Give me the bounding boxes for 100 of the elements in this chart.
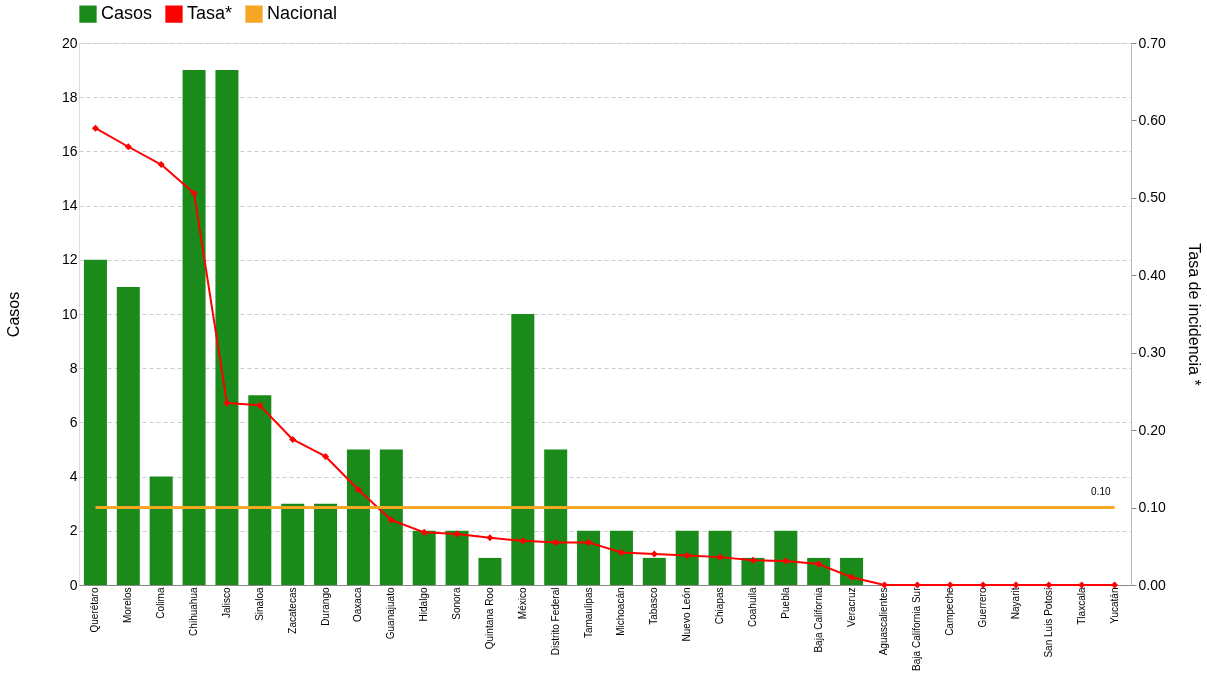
y-tick-label: 18 — [61, 88, 78, 105]
y-tick-label: 12 — [61, 251, 78, 268]
x-tick-label: Quintana Roo — [483, 587, 495, 650]
point — [289, 435, 297, 443]
bar — [445, 530, 469, 585]
bar — [544, 449, 568, 585]
bar — [807, 557, 831, 585]
y2-tick-label: 0.00 — [1138, 576, 1166, 593]
bar — [840, 557, 864, 585]
y2-tick-label: 0.20 — [1138, 421, 1166, 438]
y-tick-label: 6 — [69, 413, 78, 430]
x-tick-label: Tamaulipas — [582, 587, 594, 639]
y-axis-title: Casos — [4, 291, 22, 338]
y-tick-label: 14 — [61, 197, 78, 214]
point — [585, 538, 593, 546]
x-tick-label: Baja California — [812, 587, 824, 653]
point — [453, 530, 461, 538]
x-tick-label: Puebla — [779, 587, 791, 619]
bar — [116, 286, 140, 585]
bar — [642, 557, 666, 585]
bar — [774, 530, 798, 585]
x-tick-label: México — [516, 587, 528, 620]
bar — [215, 70, 239, 585]
point — [387, 516, 395, 524]
legend-label: Nacional — [267, 3, 338, 24]
bar — [149, 476, 173, 585]
point — [650, 550, 658, 558]
point — [322, 452, 330, 460]
y-tick-label: 4 — [69, 468, 78, 485]
x-tick-label: Coahuila — [746, 587, 758, 627]
bar — [741, 557, 765, 585]
point — [91, 124, 99, 132]
point — [848, 573, 856, 581]
x-tick-label: Colima — [155, 587, 167, 619]
y2-tick-label: 0.40 — [1138, 266, 1166, 283]
point — [782, 557, 790, 565]
x-tick-label: Distrito Federal — [549, 587, 561, 656]
bar — [478, 557, 502, 585]
point — [815, 560, 823, 568]
point — [683, 552, 691, 560]
x-tick-label: Baja California Sur — [911, 586, 923, 671]
x-tick-label: Sonora — [451, 587, 463, 620]
annotation: 0.10 — [1091, 485, 1111, 497]
legend-label: Tasa* — [187, 3, 233, 24]
point — [256, 401, 264, 409]
point — [190, 189, 198, 197]
x-tick-label: Guerrero — [977, 587, 989, 628]
point — [124, 143, 132, 151]
x-tick-label: Michoacán — [615, 587, 627, 636]
bar — [511, 314, 535, 585]
bar — [248, 395, 272, 585]
x-tick-label: Morelos — [122, 587, 134, 624]
y2-axis-title: Tasa de incidencia * — [1185, 243, 1203, 386]
point — [354, 486, 362, 494]
bar — [182, 70, 206, 585]
point — [552, 538, 560, 546]
x-tick-label: Durango — [319, 587, 331, 626]
point — [157, 161, 165, 169]
x-tick-label: Chiapas — [714, 587, 726, 625]
bar — [412, 530, 436, 585]
x-tick-label: Oaxaca — [352, 587, 364, 622]
bar — [314, 503, 338, 585]
point — [223, 399, 231, 407]
x-tick-label: Querétaro — [89, 587, 101, 633]
bar — [83, 259, 107, 585]
bar — [281, 503, 305, 585]
bar — [609, 530, 633, 585]
x-tick-label: Tabasco — [648, 587, 660, 625]
bar — [577, 530, 601, 585]
legend-label: Casos — [101, 3, 153, 24]
x-tick-label: Zacatecas — [286, 587, 298, 634]
point — [486, 534, 494, 542]
x-tick-label: Chihuahua — [188, 587, 200, 636]
x-tick-label: Nayarit — [1009, 587, 1021, 620]
y-tick-label: 16 — [61, 142, 78, 159]
point — [749, 556, 757, 564]
y-tick-label: 10 — [61, 305, 78, 322]
x-tick-label: Hidalgo — [418, 587, 430, 622]
bar — [708, 530, 732, 585]
point — [420, 528, 428, 536]
y2-tick-label: 0.10 — [1138, 499, 1166, 516]
y-tick-label: 20 — [61, 34, 78, 51]
x-tick-label: Nuevo León — [681, 587, 693, 642]
x-tick-label: Campeche — [944, 587, 956, 636]
point — [716, 553, 724, 561]
y-tick-label: 0 — [69, 576, 78, 593]
y2-tick-label: 0.30 — [1138, 344, 1166, 361]
point — [519, 537, 527, 545]
y2-tick-label: 0.60 — [1138, 111, 1166, 128]
bar — [675, 530, 699, 585]
y2-tick-label: 0.70 — [1138, 34, 1166, 51]
x-tick-label: San Luis Potosí — [1042, 587, 1054, 658]
y-tick-label: 8 — [69, 359, 78, 376]
bar — [346, 449, 370, 585]
x-tick-label: Guanajuato — [385, 587, 397, 640]
x-tick-label: Jalisco — [220, 587, 232, 619]
x-tick-label: Yucatán — [1108, 587, 1120, 624]
x-tick-label: Tlaxcala — [1075, 587, 1087, 625]
x-tick-label: Aguascalientes — [878, 587, 890, 656]
y-tick-label: 2 — [69, 522, 78, 539]
